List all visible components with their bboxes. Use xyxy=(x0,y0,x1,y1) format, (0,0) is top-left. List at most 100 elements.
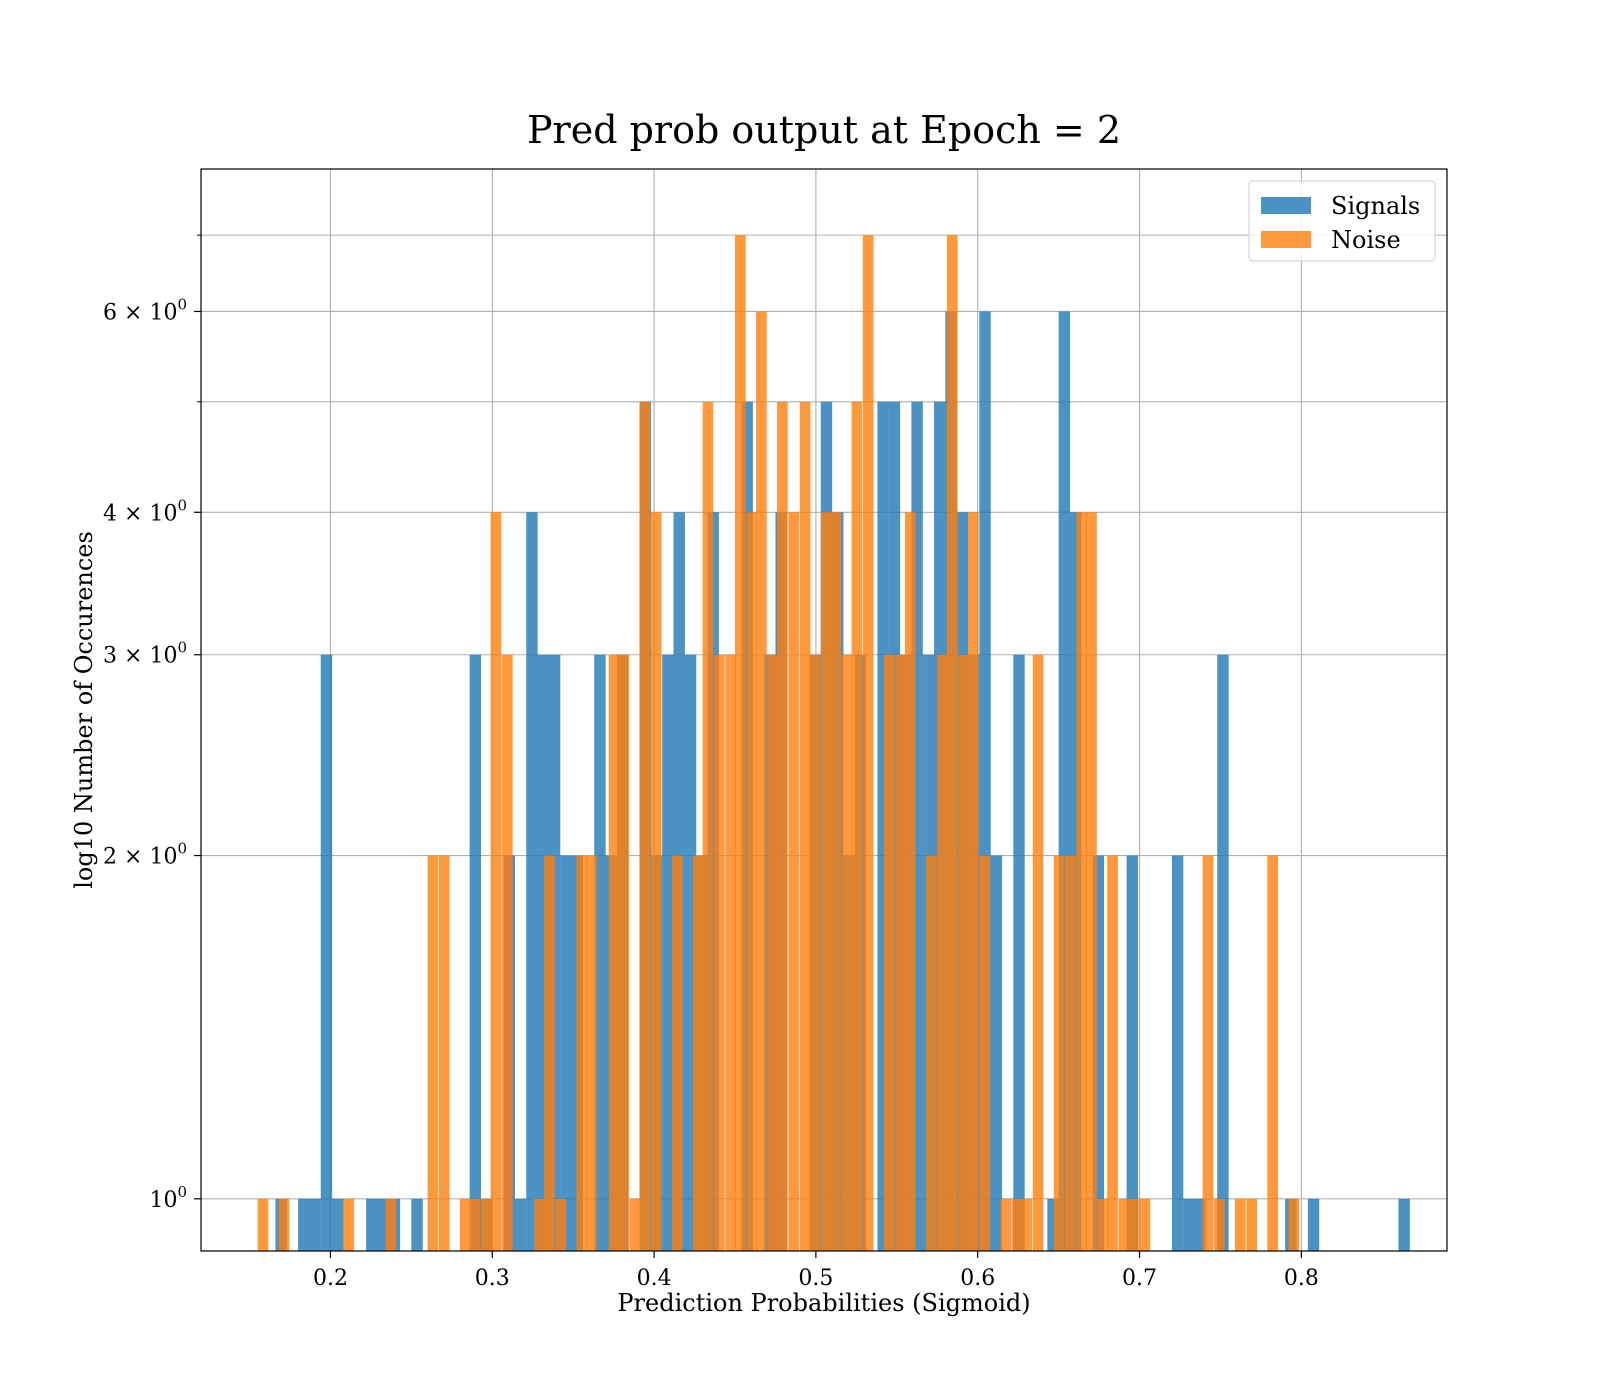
y-tick-label: 6 × 100 xyxy=(103,295,187,325)
signals-bar xyxy=(514,1198,527,1251)
noise-bar xyxy=(702,401,714,1252)
signals-bar xyxy=(979,311,991,1251)
signals-bar xyxy=(1013,654,1025,1251)
legend-label-noise: Noise xyxy=(1331,226,1401,254)
noise-bar xyxy=(979,855,991,1251)
y-tick-label: 100 xyxy=(149,1183,187,1213)
signals-bar xyxy=(684,654,697,1251)
signals-bar xyxy=(560,855,572,1251)
noise-bar xyxy=(427,855,439,1251)
noise-bar xyxy=(746,512,758,1251)
noise-bar xyxy=(629,1198,641,1251)
noise-bar xyxy=(799,401,811,1252)
signals-bar xyxy=(411,1198,423,1251)
legend-swatch-signals xyxy=(1261,197,1311,214)
noise-bar xyxy=(713,654,725,1251)
noise-bar xyxy=(1065,855,1076,1251)
legend-label-signals: Signals xyxy=(1331,192,1420,220)
noise-bar xyxy=(618,654,630,1251)
noise-bar xyxy=(1235,1198,1246,1251)
signals-bar xyxy=(469,654,482,1251)
signals-bar xyxy=(526,512,538,1251)
noise-bar xyxy=(788,512,800,1251)
noise-bar xyxy=(1021,1198,1033,1251)
noise-bar xyxy=(725,654,736,1251)
noise-bar xyxy=(862,235,874,1251)
signals-bar xyxy=(537,654,549,1251)
signals-bar xyxy=(320,654,333,1251)
signals-bar xyxy=(309,1198,321,1251)
signals-bar xyxy=(1092,855,1105,1251)
signals-bar xyxy=(1126,855,1139,1251)
noise-bar xyxy=(851,401,863,1252)
x-tick-label: 0.6 xyxy=(960,1266,995,1291)
noise-bar xyxy=(586,855,597,1251)
noise-bar xyxy=(490,512,502,1251)
noise-bar xyxy=(883,654,895,1251)
noise-bar xyxy=(1076,512,1088,1251)
noise-bar xyxy=(278,1198,290,1251)
signals-bar xyxy=(1217,654,1229,1251)
noise-bar xyxy=(1118,1198,1130,1251)
signals-bar xyxy=(1398,1198,1410,1251)
series-noise xyxy=(257,235,1300,1252)
noise-bar xyxy=(895,654,906,1251)
noise-bar xyxy=(257,1198,269,1251)
x-tick-label: 0.2 xyxy=(313,1266,348,1291)
noise-bar xyxy=(480,1198,492,1251)
noise-bar xyxy=(1128,1198,1139,1251)
x-tick-label: 0.7 xyxy=(1122,1266,1157,1291)
noise-bar xyxy=(1053,855,1065,1251)
noise-bar xyxy=(809,654,821,1251)
signals-bar xyxy=(377,1198,389,1251)
x-tick-label: 0.4 xyxy=(637,1266,672,1291)
noise-bar xyxy=(343,1198,355,1251)
noise-bar xyxy=(1246,1198,1258,1251)
x-axis-label: Prediction Probabilities (Sigmoid) xyxy=(617,1289,1030,1317)
noise-bar xyxy=(946,235,958,1251)
legend: Signals Noise xyxy=(1248,180,1436,262)
noise-bar xyxy=(576,855,588,1251)
noise-bar xyxy=(469,1198,481,1251)
noise-bar xyxy=(534,1198,546,1251)
noise-bar xyxy=(925,855,937,1251)
signals-bar xyxy=(1194,1198,1206,1251)
noise-bar xyxy=(1267,855,1279,1251)
noise-bar xyxy=(937,654,948,1251)
noise-bar xyxy=(841,654,853,1251)
signals-bar xyxy=(366,1198,378,1251)
noise-bar xyxy=(544,855,555,1251)
signals-bar xyxy=(332,1198,344,1251)
noise-bar xyxy=(671,855,683,1251)
noise-bar xyxy=(830,512,842,1251)
noise-bar xyxy=(777,401,788,1252)
legend-swatch-noise xyxy=(1261,231,1311,248)
y-axis-label: log10 Number of Occurences xyxy=(70,531,98,889)
noise-bar xyxy=(1011,1198,1023,1251)
chart-title: Pred prob output at Epoch = 2 xyxy=(527,108,1121,152)
signals-bar xyxy=(1058,311,1071,1251)
noise-bar xyxy=(608,654,620,1251)
signals-bar xyxy=(662,654,674,1251)
noise-bar xyxy=(1288,1198,1300,1251)
noise-bar xyxy=(1107,855,1118,1251)
signals-bar xyxy=(990,855,1003,1251)
noise-bar xyxy=(1086,512,1097,1251)
signals-bar xyxy=(911,401,923,1252)
noise-bar xyxy=(1139,1198,1151,1251)
noise-bar xyxy=(767,654,779,1251)
axis-ticks: 0.2 0.3 0.4 0.5 0.6 0.7 0.8 100 2 × 100 3 × 100 4 … xyxy=(103,234,1319,1291)
noise-bar xyxy=(639,401,651,1252)
signals-bar xyxy=(1183,1198,1195,1251)
signals-bar xyxy=(298,1198,310,1251)
signals-bar xyxy=(1171,855,1184,1251)
signals-bar xyxy=(1047,1198,1059,1251)
noise-bar xyxy=(555,1198,567,1251)
noise-bar xyxy=(692,855,704,1251)
x-tick-label: 0.8 xyxy=(1284,1266,1319,1291)
noise-bar xyxy=(1097,1198,1109,1251)
signals-bar xyxy=(877,401,889,1252)
y-tick-label: 2 × 100 xyxy=(103,840,187,870)
noise-bar xyxy=(1202,855,1214,1251)
